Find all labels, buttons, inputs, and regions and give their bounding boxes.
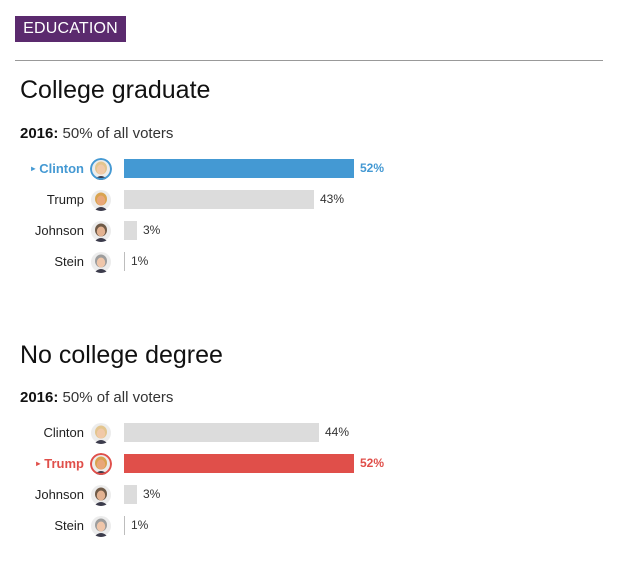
bar-row-johnson: Johnson 3% [0, 484, 625, 508]
candidate-name: Trump [47, 192, 84, 207]
tick-label: Trump [46, 192, 84, 207]
data-label: 1% [131, 254, 149, 268]
tick-label: Johnson [34, 223, 84, 238]
candidate-name: Stein [54, 254, 84, 269]
bar-trump [124, 190, 314, 209]
stein-avatar-icon [90, 515, 112, 537]
data-label: 52% [360, 161, 385, 175]
bar-row-clinton: Clinton 44% [0, 422, 625, 446]
tick-label: Stein [54, 254, 84, 269]
bar-row-trump: ▸ Trump 52% [0, 453, 625, 477]
divider [15, 60, 603, 61]
bar-stein [124, 252, 125, 271]
stein-avatar-icon [90, 251, 112, 273]
bar-stein [124, 516, 125, 535]
candidate-name: Clinton [44, 425, 84, 440]
bar-clinton [124, 423, 319, 442]
bar-row-johnson: Johnson 3% [0, 220, 625, 244]
candidate-name: Stein [54, 518, 84, 533]
bar-johnson [124, 485, 137, 504]
winner-arrow-icon: ▸ [31, 164, 36, 173]
candidate-name: Johnson [35, 487, 84, 502]
clinton-avatar-icon [90, 422, 112, 444]
johnson-avatar-icon [90, 220, 112, 242]
clinton-avatar-icon [90, 158, 112, 180]
data-label: 43% [320, 192, 345, 206]
data-label: 44% [325, 425, 350, 439]
bar-row-clinton: ▸ Clinton 52% [0, 158, 625, 182]
chart-subtitle: 2016: 50% of all voters [20, 125, 173, 142]
tick-label: Stein [54, 518, 84, 533]
chart-title: College graduate [20, 76, 211, 104]
winner-arrow-icon: ▸ [36, 459, 41, 468]
trump-avatar-icon [90, 189, 112, 211]
candidate-name: ▸ Clinton [31, 161, 84, 176]
data-label: 52% [360, 456, 385, 470]
candidate-name: ▸ Trump [36, 456, 84, 471]
bar-row-stein: Stein 1% [0, 251, 625, 275]
chart-title: No college degree [20, 341, 223, 369]
subtitle-year: 2016: [20, 125, 59, 142]
subtitle-text: 50% of all voters [58, 389, 174, 406]
tick-label: Trump [44, 456, 84, 471]
bar-row-stein: Stein 1% [0, 515, 625, 539]
bar-row-trump: Trump 43% [0, 189, 625, 213]
data-label: 1% [131, 518, 149, 532]
tick-label: Johnson [34, 487, 84, 502]
bar-johnson [124, 221, 137, 240]
johnson-avatar-icon [90, 484, 112, 506]
tick-label: Clinton [43, 425, 84, 440]
bar-clinton [124, 159, 354, 178]
tick-label: Clinton [39, 161, 84, 176]
chart-subtitle: 2016: 50% of all voters [20, 389, 173, 406]
data-label: 3% [143, 223, 161, 237]
section-badge: EDUCATION [15, 16, 126, 42]
bar-trump [124, 454, 354, 473]
subtitle-year: 2016: [20, 389, 59, 406]
trump-avatar-icon [90, 453, 112, 475]
subtitle-text: 50% of all voters [58, 125, 174, 142]
candidate-name: Johnson [35, 223, 84, 238]
data-label: 3% [143, 487, 161, 501]
